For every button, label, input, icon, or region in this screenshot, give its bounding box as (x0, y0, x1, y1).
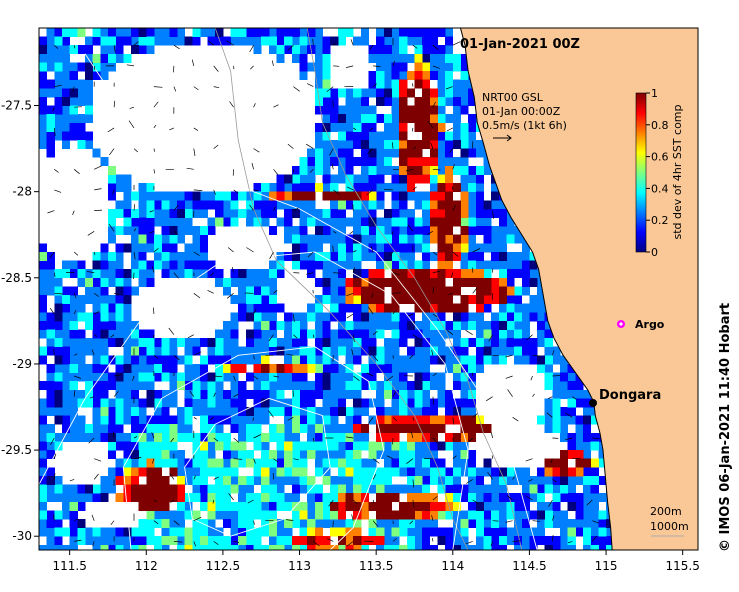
y-tick-label: -29 (12, 357, 32, 371)
map-plot-area (39, 28, 698, 550)
x-tick-label: 112.5 (206, 559, 240, 573)
y-tick-label: -27.5 (1, 99, 32, 113)
x-tick-label: 113 (288, 559, 311, 573)
sst-cell-layer (39, 28, 615, 550)
isobath-label-200m: 200m (650, 505, 682, 518)
isobath-label-1000m: 1000m (650, 520, 689, 533)
y-tick-label: -29.5 (1, 443, 32, 457)
contour-line (306, 28, 523, 550)
colorbar-tick-label: 0.2 (651, 214, 669, 227)
argo-marker (617, 320, 625, 328)
x-tick-label: 114 (441, 559, 464, 573)
colorbar-ticks: 1 0.8 0.6 0.4 0.2 0 (646, 87, 669, 259)
colorbar (635, 92, 647, 253)
current-vectors (47, 38, 600, 547)
colorbar-label: std dev of 4hr SST comp (671, 104, 684, 239)
product-name: NRT00 GSL (482, 91, 544, 104)
y-tick-label: -28 (12, 185, 32, 199)
current-vector-arrows (47, 38, 600, 547)
x-tick-label: 112 (135, 559, 158, 573)
dongara-label: Dongara (599, 388, 661, 403)
credit-text: © IMOS 06-Jan-2021 11:40 Hobart (718, 303, 733, 552)
vector-scale-label: 0.5m/s (1kt 6h) (482, 119, 567, 132)
colorbar-tick-label: 0 (651, 246, 658, 259)
sst-cell-layer (131, 79, 592, 546)
colorbar-tick-label: 0.6 (651, 151, 669, 164)
sst-cell-layer (39, 28, 615, 550)
map-frame (38, 27, 699, 551)
colorbar-tick-label: 1 (651, 87, 658, 100)
contour-line (184, 397, 331, 537)
contour-line (214, 28, 469, 550)
colorbar-tick-label: 0.8 (651, 119, 669, 132)
dongara-marker (589, 399, 597, 407)
x-tick-label: 115.5 (665, 559, 699, 573)
x-tick-label: 113.5 (359, 559, 393, 573)
colorbar-tick-label: 0.4 (651, 182, 669, 195)
y-axis: -27.5 -28 -28.5 -29 -29.5 -30 (1, 99, 39, 543)
y-tick-label: -30 (12, 529, 32, 543)
contour-line (39, 251, 469, 550)
x-axis: 111.5 112 112.5 113 113.5 114 114.5 115 115.5 (52, 550, 700, 573)
bathymetry-contours (39, 28, 538, 550)
product-time: 01-Jan 00:00Z (482, 105, 561, 118)
y-tick-label: -28.5 (1, 271, 32, 285)
vector-scale-arrow-icon (493, 134, 512, 142)
x-tick-label: 114.5 (512, 559, 546, 573)
contour-line (122, 346, 385, 550)
argo-label: Argo (635, 318, 665, 331)
contour-line (84, 53, 538, 550)
map-title: 01-Jan-2021 00Z (460, 37, 580, 52)
x-tick-label: 111.5 (52, 559, 86, 573)
x-tick-label: 115 (595, 559, 618, 573)
